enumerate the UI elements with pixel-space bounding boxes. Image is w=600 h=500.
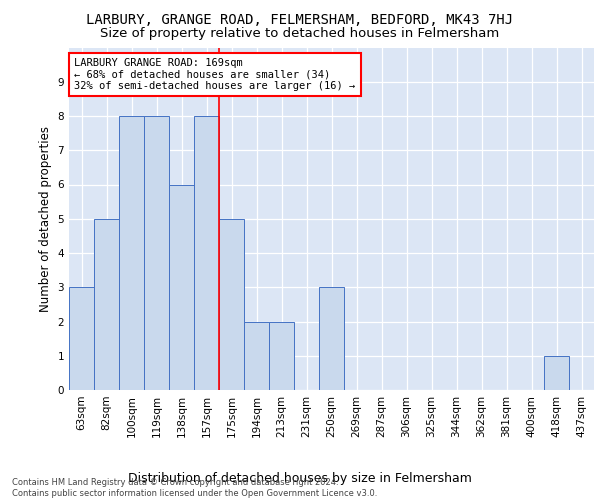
Bar <box>319 287 344 390</box>
Text: Distribution of detached houses by size in Felmersham: Distribution of detached houses by size … <box>128 472 472 485</box>
Y-axis label: Number of detached properties: Number of detached properties <box>39 126 52 312</box>
Text: LARBURY, GRANGE ROAD, FELMERSHAM, BEDFORD, MK43 7HJ: LARBURY, GRANGE ROAD, FELMERSHAM, BEDFOR… <box>86 12 514 26</box>
Bar <box>69 287 94 390</box>
Text: Contains HM Land Registry data © Crown copyright and database right 2024.
Contai: Contains HM Land Registry data © Crown c… <box>12 478 377 498</box>
Bar <box>194 116 219 390</box>
Bar <box>119 116 144 390</box>
Bar <box>94 219 119 390</box>
Bar <box>269 322 294 390</box>
Bar <box>544 356 569 390</box>
Text: LARBURY GRANGE ROAD: 169sqm
← 68% of detached houses are smaller (34)
32% of sem: LARBURY GRANGE ROAD: 169sqm ← 68% of det… <box>74 58 355 91</box>
Bar <box>169 184 194 390</box>
Text: Size of property relative to detached houses in Felmersham: Size of property relative to detached ho… <box>100 28 500 40</box>
Bar <box>244 322 269 390</box>
Bar <box>144 116 169 390</box>
Bar <box>219 219 244 390</box>
